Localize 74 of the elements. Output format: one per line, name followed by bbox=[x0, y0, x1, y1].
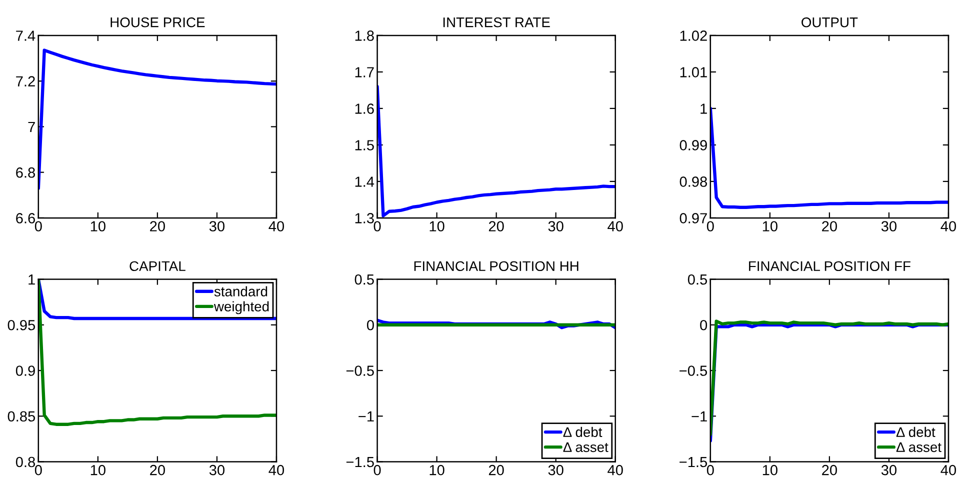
x-tick-label: 30 bbox=[209, 464, 224, 476]
legend-label: Δ debt bbox=[896, 426, 936, 438]
legend-label: weighted bbox=[214, 301, 269, 314]
y-tick-label: 0.98 bbox=[680, 176, 707, 187]
y-tick-label: −1 bbox=[692, 411, 707, 422]
y-tick-label: 1.5 bbox=[355, 140, 374, 150]
y-tick-label: 6.6 bbox=[16, 213, 35, 224]
y-tick-label: 0 bbox=[700, 320, 708, 330]
chart-title: HOUSE PRICE bbox=[110, 17, 205, 28]
x-tick-label: 40 bbox=[268, 221, 284, 232]
x-tick-label: 0 bbox=[34, 221, 42, 232]
y-tick-label: 1 bbox=[700, 104, 707, 114]
x-tick-label: 40 bbox=[940, 221, 956, 232]
y-tick-label: 0.95 bbox=[8, 320, 36, 330]
y-tick-label: 7.2 bbox=[16, 76, 35, 86]
x-tick-label: 10 bbox=[430, 221, 444, 232]
x-tick-label: 10 bbox=[762, 221, 778, 232]
y-tick-label: 7 bbox=[28, 122, 35, 132]
y-tick-label: 0.8 bbox=[16, 456, 35, 468]
y-tick-label: 0 bbox=[366, 320, 374, 330]
y-tick-label: 1.3 bbox=[355, 213, 374, 224]
y-tick-label: 1.7 bbox=[355, 67, 374, 78]
y-tick-label: −0.5 bbox=[346, 366, 374, 376]
y-tick-label: 1.4 bbox=[355, 176, 374, 187]
y-tick-label: −1 bbox=[358, 411, 374, 422]
x-tick-label: 20 bbox=[488, 221, 504, 232]
y-tick-label: 0.5 bbox=[354, 274, 374, 285]
series-label: standard bbox=[214, 286, 268, 296]
x-tick-label: 10 bbox=[430, 464, 444, 476]
x-tick-label: 30 bbox=[881, 221, 896, 232]
legend-label: Δ asset bbox=[563, 442, 608, 452]
x-tick-label: 0 bbox=[706, 221, 714, 232]
chart-title: FINANCIAL POSITION HH bbox=[414, 261, 578, 272]
chart-title: FINANCIAL POSITION FF bbox=[749, 261, 910, 272]
chart-title: INTEREST RATE bbox=[443, 17, 550, 28]
line-series bbox=[38, 48, 276, 190]
x-tick-label: 10 bbox=[90, 464, 106, 476]
y-tick-label: 7.4 bbox=[16, 30, 36, 41]
line-series bbox=[710, 106, 948, 209]
y-tick-label: 1.01 bbox=[680, 67, 707, 78]
x-tick-label: 10 bbox=[90, 221, 106, 232]
x-tick-label: 40 bbox=[608, 464, 623, 476]
legend-label: Δ asset bbox=[896, 442, 942, 452]
x-tick-label: 0 bbox=[374, 221, 381, 232]
x-tick-label: 30 bbox=[209, 221, 224, 232]
x-tick-label: 40 bbox=[608, 221, 623, 232]
x-tick-label: 40 bbox=[268, 464, 284, 476]
x-tick-label: 20 bbox=[488, 464, 504, 476]
y-tick-label: 0.99 bbox=[680, 140, 707, 150]
x-tick-label: 20 bbox=[822, 464, 837, 476]
y-tick-label: 0.85 bbox=[8, 411, 36, 422]
x-tick-label: 10 bbox=[762, 464, 778, 476]
y-tick-label: 1 bbox=[28, 274, 35, 285]
y-tick-label: 1.6 bbox=[355, 104, 374, 114]
legend-label: Δ debt bbox=[563, 426, 602, 438]
x-tick-label: 20 bbox=[150, 464, 165, 476]
y-tick-label: −0.5 bbox=[680, 366, 708, 376]
y-tick-label: 0.9 bbox=[16, 366, 35, 376]
y-tick-label: −1.5 bbox=[680, 457, 708, 468]
y-tick-label: 0.97 bbox=[680, 213, 707, 224]
x-tick-label: 30 bbox=[881, 464, 896, 476]
x-tick-label: 20 bbox=[150, 221, 165, 232]
y-tick-label: 1.8 bbox=[355, 30, 374, 41]
chart-title: OUTPUT bbox=[802, 17, 858, 28]
chart-title: CAPITAL bbox=[130, 261, 186, 272]
x-tick-label: 0 bbox=[374, 464, 381, 476]
y-tick-label: 6.8 bbox=[16, 167, 35, 178]
x-tick-label: 40 bbox=[940, 464, 956, 476]
x-tick-label: 20 bbox=[822, 221, 837, 232]
y-tick-label: 0.5 bbox=[688, 274, 708, 285]
y-tick-label: −1.5 bbox=[346, 457, 374, 468]
x-tick-label: 30 bbox=[548, 464, 564, 476]
x-tick-label: 30 bbox=[548, 221, 564, 232]
y-tick-label: 1.02 bbox=[680, 30, 707, 41]
